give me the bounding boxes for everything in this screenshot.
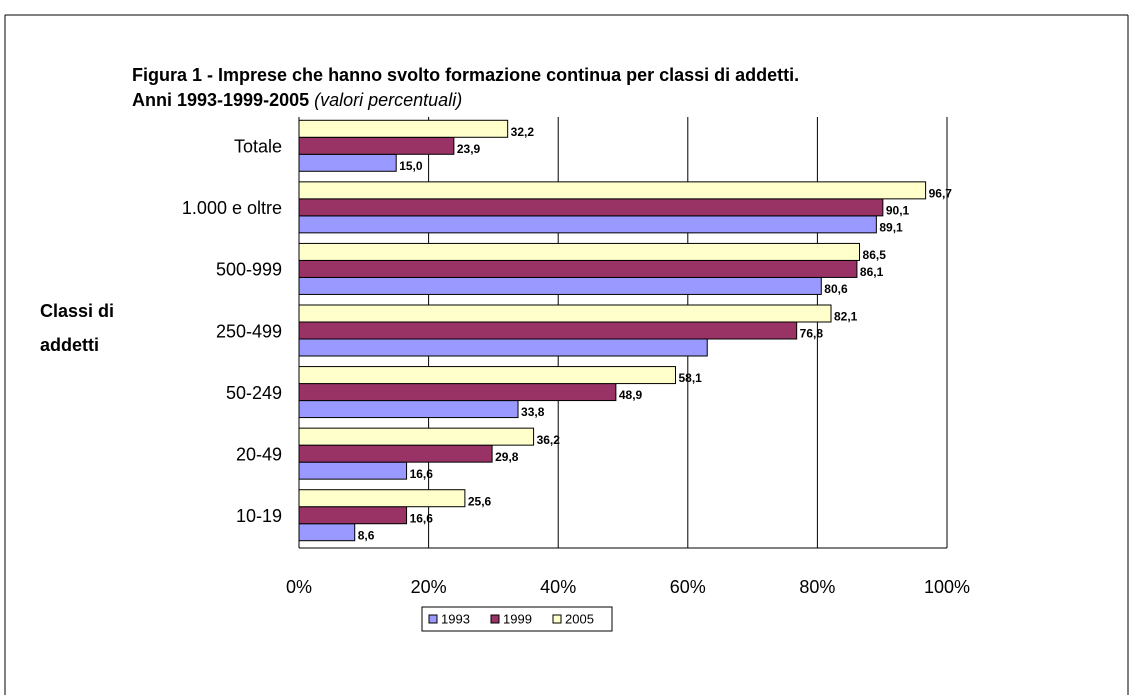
legend-swatch [490,614,500,624]
bar [298,506,408,525]
data-label: 82,1 [834,310,858,324]
x-tick-label: 0% [286,577,312,597]
bar [298,523,356,542]
y-axis-label: addetti [40,335,99,355]
data-label: 25,6 [468,494,492,508]
chart-subtitle: Anni 1993-1999-2005 (valori percentuali) [132,90,462,110]
y-tick-label: Totale [234,137,282,157]
data-label: 86,5 [863,248,887,262]
data-label: 90,1 [886,204,910,218]
legend-box [421,606,613,632]
bar [298,181,927,200]
y-tick-label: 50-249 [226,383,282,403]
legend-label: 1999 [503,611,532,626]
legend-label: 1993 [441,611,470,626]
bar [298,461,408,480]
data-label: 15,0 [399,159,423,173]
subtitle: Anni 1993-1999-2005 [132,90,309,110]
bar [298,427,535,446]
bar [298,489,466,508]
legend-label: 2005 [565,611,594,626]
subtitle-note: (valori percentuali) [314,90,462,110]
y-tick-label: 10-19 [236,506,282,526]
chart-title: Figura 1 - Imprese che hanno svolto form… [132,65,799,85]
data-label: 16,6 [410,511,434,525]
data-label: 33,8 [521,405,545,419]
bar [298,198,884,217]
y-tick-label: 500-999 [216,260,282,280]
bar [298,321,798,340]
bar [298,153,397,172]
bar [298,215,877,234]
data-label: 89,1 [879,221,903,235]
bar [298,338,708,357]
data-label: 96,7 [929,187,953,201]
bar [298,136,455,155]
x-tick-label: 20% [411,577,447,597]
legend-swatch [428,614,438,624]
bar [298,444,493,463]
data-label: 8,6 [358,528,375,542]
data-label: 76,8 [800,327,824,341]
legend-swatch [552,614,562,624]
bar [298,383,617,402]
x-tick-label: 100% [924,577,970,597]
x-tick-label: 80% [799,577,835,597]
x-tick-label: 40% [540,577,576,597]
bar [298,276,822,295]
y-tick-label: 20-49 [236,444,282,464]
data-label: 29,8 [495,450,519,464]
bar [298,366,676,385]
bar [298,242,861,261]
data-label: 86,1 [860,265,884,279]
y-axis-label: Classi di [40,301,114,321]
bar [298,259,858,278]
data-label: 80,6 [824,282,848,296]
data-label: 16,6 [410,467,434,481]
y-tick-label: 1.000 e oltre [182,198,282,218]
data-label: 23,9 [457,142,481,156]
y-tick-label: 250-499 [216,321,282,341]
data-label: 32,2 [511,125,535,139]
data-label: 36,2 [537,433,561,447]
data-label: 48,9 [619,388,643,402]
data-label: 58,1 [678,371,702,385]
bar [298,119,509,138]
bar [298,400,519,419]
x-tick-label: 60% [670,577,706,597]
bar [298,304,832,323]
